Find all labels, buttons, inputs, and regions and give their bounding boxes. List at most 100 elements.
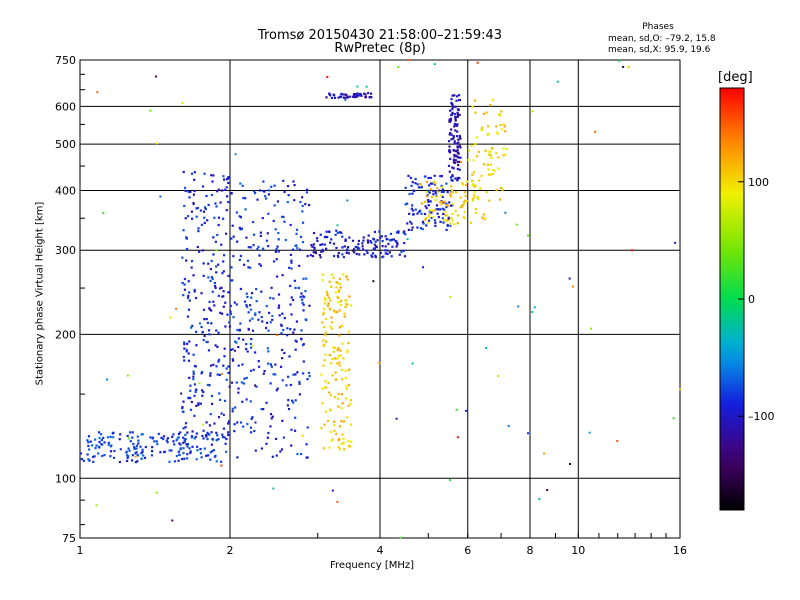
data-point [341, 93, 344, 96]
data-point [201, 249, 204, 252]
data-point [434, 182, 437, 185]
data-point [497, 374, 500, 377]
data-point [487, 132, 490, 136]
phase-stat-x: mean, sd,X: 95.9, 19.6 [608, 45, 711, 55]
data-point [373, 243, 376, 246]
data-point [229, 310, 232, 313]
data-point [222, 175, 225, 178]
data-point [434, 191, 437, 194]
data-point [134, 455, 137, 458]
data-point [205, 435, 208, 438]
chart-subtitle: RwPretec (8p) [334, 41, 426, 56]
data-point [298, 393, 302, 396]
data-point [446, 219, 449, 222]
data-point [259, 264, 263, 267]
data-point [258, 263, 261, 266]
data-point [325, 386, 328, 389]
data-point [227, 274, 230, 278]
data-point [481, 216, 484, 219]
data-point [87, 448, 91, 451]
data-point [293, 279, 296, 282]
data-point [127, 447, 130, 450]
data-point [436, 186, 439, 190]
data-point [419, 209, 422, 212]
data-point [476, 196, 479, 199]
data-point [208, 424, 212, 427]
data-point [337, 297, 340, 300]
data-point [347, 330, 350, 333]
data-point [309, 254, 312, 257]
data-point [211, 290, 214, 293]
data-point [441, 195, 444, 199]
data-point [351, 249, 354, 252]
data-point [500, 128, 503, 131]
data-point [342, 437, 345, 440]
data-point [344, 98, 347, 101]
data-point [504, 153, 507, 156]
data-point [256, 198, 259, 201]
data-point [102, 436, 105, 440]
data-point [239, 322, 242, 325]
data-point [175, 454, 179, 458]
data-point [296, 247, 299, 250]
data-point [242, 196, 245, 200]
data-point [183, 359, 186, 362]
data-point [180, 392, 183, 395]
data-point [91, 455, 95, 458]
data-point [185, 350, 188, 353]
data-point [192, 193, 196, 196]
data-point [323, 302, 327, 305]
data-point [368, 95, 371, 99]
data-point [291, 298, 295, 302]
data-point [458, 136, 462, 139]
data-point [272, 260, 276, 263]
data-point [340, 442, 343, 445]
data-point [489, 150, 492, 153]
data-point [193, 290, 196, 293]
data-point [269, 321, 272, 324]
data-point [477, 179, 481, 182]
data-point [345, 93, 348, 96]
data-point [448, 201, 451, 204]
data-point [193, 171, 196, 174]
data-point [339, 95, 343, 98]
data-point [206, 431, 209, 434]
data-point [246, 305, 249, 308]
data-point [290, 259, 293, 262]
data-point [227, 420, 231, 423]
data-point [86, 453, 89, 456]
data-point [216, 190, 219, 193]
data-point [425, 195, 429, 198]
data-point [420, 202, 424, 205]
data-point [337, 251, 340, 255]
data-point [207, 349, 211, 352]
data-point [187, 308, 191, 311]
data-point [140, 452, 143, 455]
data-point [222, 178, 226, 181]
data-point [241, 363, 244, 366]
data-point [451, 219, 454, 222]
data-point [473, 191, 476, 194]
data-point [264, 326, 268, 330]
data-point [205, 454, 208, 457]
data-point [186, 457, 189, 460]
data-point [130, 459, 134, 462]
data-point [337, 290, 340, 294]
data-point [93, 455, 96, 458]
data-point [618, 59, 621, 62]
data-point [441, 217, 444, 220]
data-point [324, 317, 328, 321]
data-point [224, 232, 228, 235]
data-point [268, 311, 271, 314]
data-point [128, 449, 131, 452]
data-point [184, 189, 187, 193]
x-tick-label: 6 [464, 544, 471, 557]
data-point [433, 208, 437, 212]
data-point [230, 266, 233, 269]
data-point [276, 334, 279, 337]
data-point [185, 237, 188, 240]
data-point [218, 398, 222, 401]
data-point [458, 94, 461, 97]
data-point [280, 448, 284, 451]
data-point [490, 147, 493, 150]
